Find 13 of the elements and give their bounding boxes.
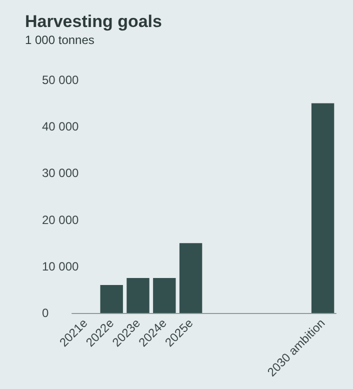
- y-tick-label: 50 000: [42, 73, 80, 87]
- y-tick-label: 40 000: [42, 120, 80, 134]
- bar: [100, 285, 123, 313]
- chart-title: Harvesting goals: [25, 12, 162, 31]
- bar: [153, 278, 176, 313]
- y-tick-label: 0: [42, 306, 49, 320]
- chart-subtitle: 1 000 tonnes: [25, 33, 94, 47]
- bar: [179, 243, 202, 313]
- y-tick-label: 30 000: [42, 166, 80, 180]
- bar: [311, 103, 334, 313]
- bar: [126, 278, 150, 313]
- y-tick-label: 20 000: [42, 212, 80, 227]
- y-tick-label: 10 000: [42, 259, 80, 274]
